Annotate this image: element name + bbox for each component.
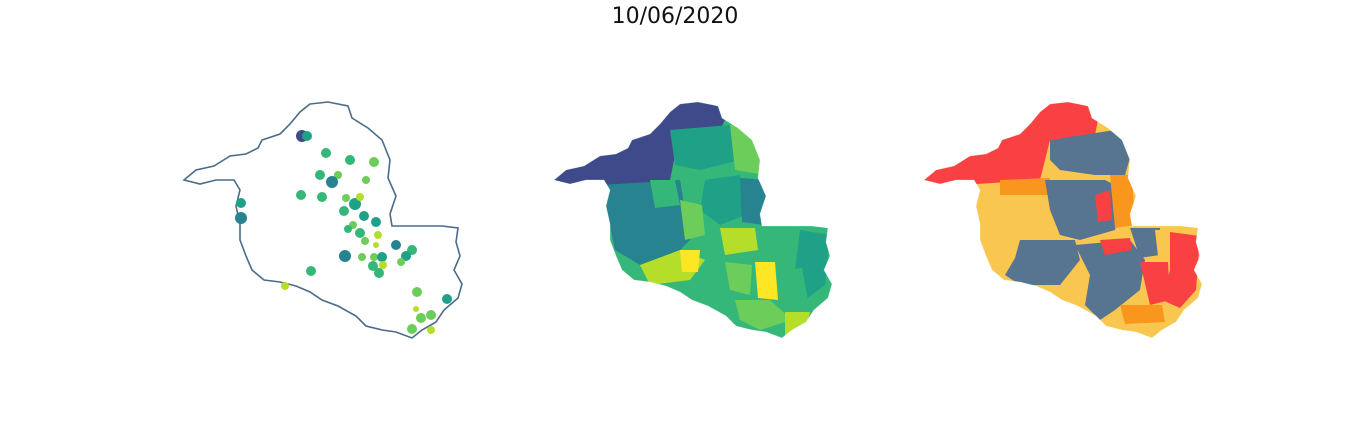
choropleth-viridis (530, 0, 850, 444)
point (416, 313, 426, 323)
point (361, 237, 369, 245)
point (370, 253, 378, 261)
point (355, 228, 365, 238)
region (1095, 190, 1112, 222)
point (379, 261, 387, 269)
point (397, 258, 405, 266)
point (236, 198, 246, 208)
point (326, 176, 338, 188)
region-layer (900, 90, 1220, 350)
region (650, 180, 680, 208)
point (315, 170, 325, 180)
point (345, 155, 355, 165)
point (342, 194, 350, 202)
point-map (160, 0, 480, 444)
point (317, 192, 327, 202)
point (374, 231, 382, 239)
region-layer (530, 90, 850, 350)
choropleth-categorical (900, 0, 1220, 444)
point (442, 294, 452, 304)
point (362, 176, 370, 184)
region (755, 262, 778, 300)
region (730, 125, 770, 175)
region (785, 312, 810, 335)
point (371, 217, 381, 227)
point (321, 148, 331, 158)
point (413, 306, 419, 312)
region (1000, 178, 1050, 195)
point (339, 206, 349, 216)
point (369, 157, 379, 167)
region (680, 250, 700, 272)
point (344, 225, 352, 233)
point (412, 287, 422, 297)
point (356, 193, 364, 201)
point (377, 252, 387, 262)
point (407, 324, 417, 334)
point (391, 240, 401, 250)
point (373, 242, 379, 248)
region (740, 178, 768, 225)
point (427, 326, 435, 334)
point (235, 212, 247, 224)
point (339, 250, 351, 262)
point (374, 268, 384, 278)
state-outline (184, 102, 462, 338)
point (296, 190, 306, 200)
point (359, 211, 369, 221)
point (426, 310, 436, 320)
point (302, 131, 312, 141)
region (1120, 305, 1165, 324)
point (281, 282, 289, 290)
point (306, 266, 316, 276)
point (358, 253, 366, 261)
